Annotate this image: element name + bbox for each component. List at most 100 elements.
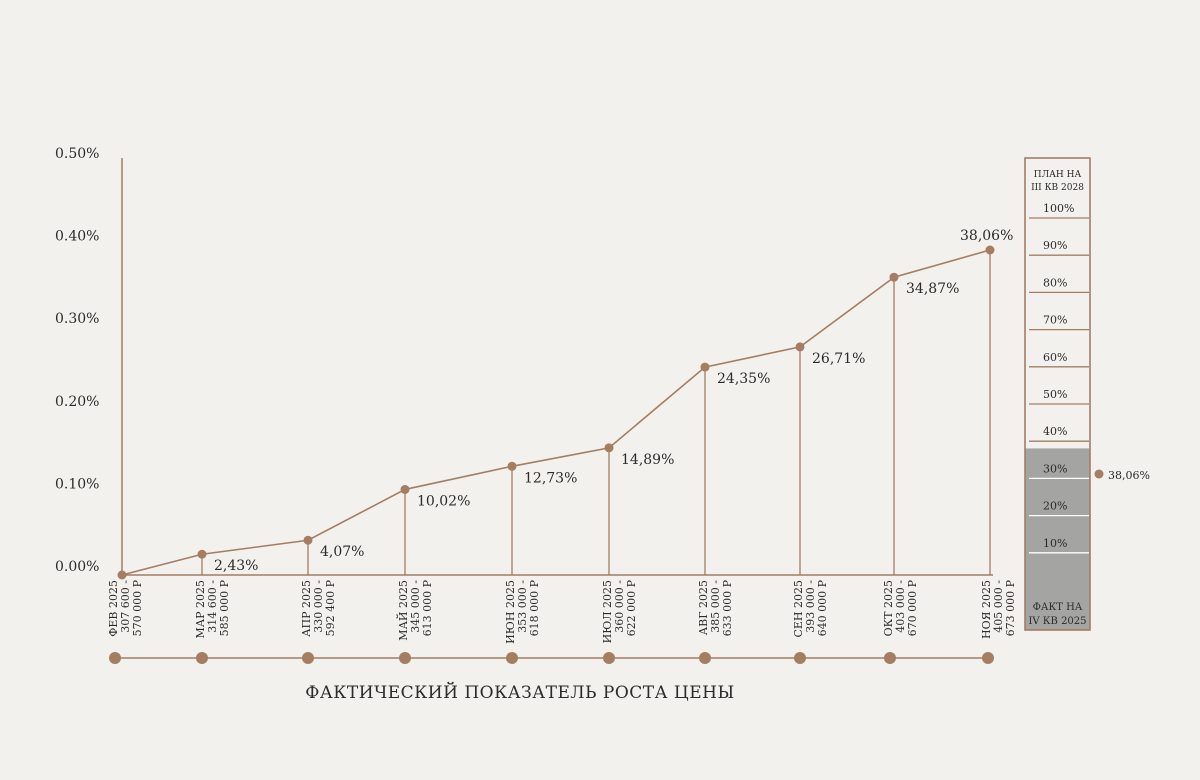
- timeline-dot: [794, 652, 806, 664]
- y-tick-label: 0.40%: [55, 229, 99, 245]
- x-category-range2: 570 000 Р: [131, 579, 144, 636]
- gauge-tick-label: 40%: [1043, 425, 1067, 438]
- gauge-panel: ПЛАН НА III КВ 2028 100% 90% 80% 70% 60% 50% 40%…: [1024, 157, 1150, 631]
- x-category-month: СЕН 2025: [792, 580, 805, 638]
- x-category: ОКТ 2025 403 000 -670 000 Р: [882, 579, 919, 636]
- x-category-range2: 618 000 Р: [528, 579, 541, 636]
- x-category-month: ФЕВ 2025: [107, 580, 120, 637]
- timeline-dot: [603, 652, 615, 664]
- gauge-tick-label: 70%: [1043, 314, 1067, 327]
- gauge-tick-label: 100%: [1043, 202, 1074, 215]
- x-category-range2: 622 000 Р: [625, 579, 638, 636]
- x-category: НОЯ 2025 405 000 -673 000 Р: [980, 579, 1017, 639]
- x-category-range2: 673 000 Р: [1004, 579, 1017, 636]
- x-category: ФЕВ 2025 307 600 -570 000 Р: [107, 579, 144, 636]
- x-category-labels: ФЕВ 2025 307 600 -570 000 Р МАР 2025 314 60…: [107, 579, 1017, 643]
- x-category-range2: 613 000 Р: [421, 579, 434, 636]
- data-point: [303, 535, 313, 545]
- gauge-value-label: 38,06%: [1108, 469, 1150, 482]
- gauge-tick-label: 30%: [1043, 462, 1067, 475]
- data-point: [604, 443, 614, 453]
- timeline: [109, 652, 994, 664]
- x-category-range: 385 000 -: [709, 580, 722, 633]
- data-label: 2,43%: [214, 558, 258, 574]
- gauge-tick-label: 60%: [1043, 351, 1067, 364]
- series-line: [121, 249, 991, 576]
- x-category-range: 360 000 -: [613, 580, 626, 633]
- x-category-range2: 640 000 Р: [816, 579, 829, 636]
- gauge-tick-label: 50%: [1043, 388, 1067, 401]
- timeline-dot: [109, 652, 121, 664]
- x-category: ИЮЛ 2025 360 000 -622 000 Р: [601, 579, 638, 643]
- timeline-dot: [699, 652, 711, 664]
- data-point: [117, 570, 127, 580]
- series-polyline: [121, 249, 991, 576]
- gauge-tick-label: 10%: [1043, 537, 1067, 550]
- data-label: 38,06%: [960, 228, 1013, 244]
- timeline-dot: [302, 652, 314, 664]
- x-category: АВГ 2025 385 000 -633 000 Р: [697, 579, 734, 636]
- x-category-month: МАЙ 2025: [396, 580, 410, 641]
- data-point: [700, 362, 710, 372]
- timeline-dot: [982, 652, 994, 664]
- gauge-bottom-label: ФАКТ НА: [1033, 602, 1083, 613]
- gauge-value-dot: [1094, 469, 1104, 479]
- x-category-range: 314 600 -: [206, 580, 219, 633]
- x-category-range: 345 000 -: [409, 580, 422, 633]
- y-tick-label: 0.50%: [55, 146, 99, 162]
- timeline-dot: [399, 652, 411, 664]
- x-category: СЕН 2025 393 000 -640 000 Р: [792, 579, 829, 637]
- x-category-range: 330 000 -: [312, 580, 325, 633]
- x-category-range2: 670 000 Р: [906, 579, 919, 636]
- timeline-dot: [506, 652, 518, 664]
- timeline-dot: [196, 652, 208, 664]
- data-label: 14,89%: [621, 452, 674, 468]
- data-points: [117, 245, 995, 580]
- data-point: [889, 272, 899, 282]
- gauge-tick-label: 20%: [1043, 500, 1067, 513]
- data-point: [795, 342, 805, 352]
- x-category-month: АВГ 2025: [697, 580, 710, 635]
- x-category-range2: 592 400 Р: [324, 579, 337, 636]
- x-category-month: МАР 2025: [194, 580, 207, 639]
- gauge-top-label: ПЛАН НА: [1034, 170, 1082, 180]
- data-point: [400, 484, 410, 494]
- data-label: 24,35%: [717, 371, 770, 387]
- x-category-month: ИЮЛ 2025: [601, 580, 614, 643]
- timeline-dot: [884, 652, 896, 664]
- x-category: МАР 2025 314 600 -585 000 Р: [194, 579, 231, 638]
- data-label: 34,87%: [906, 281, 959, 297]
- x-category-month: НОЯ 2025: [980, 580, 993, 639]
- data-point: [197, 549, 207, 559]
- gauge-top-label: III КВ 2028: [1031, 183, 1084, 193]
- x-category-month: ИЮН 2025: [504, 580, 517, 644]
- data-label: 26,71%: [812, 351, 865, 367]
- y-tick-label: 0.00%: [55, 559, 99, 575]
- data-point: [985, 245, 995, 255]
- y-tick-label: 0.30%: [55, 311, 99, 327]
- gauge-tick-label: 80%: [1043, 276, 1067, 289]
- x-category-range: 353 000 -: [516, 580, 529, 633]
- x-category-month: АПР 2025: [300, 580, 313, 637]
- chart-title: ФАКТИЧЕСКИЙ ПОКАЗАТЕЛЬ РОСТА ЦЕНЫ: [305, 682, 734, 703]
- data-label: 12,73%: [524, 470, 577, 486]
- data-label: 4,07%: [320, 544, 364, 560]
- x-category-range2: 633 000 Р: [721, 579, 734, 636]
- x-category-month: ОКТ 2025: [882, 580, 895, 636]
- data-point: [507, 461, 517, 471]
- x-category-range: 403 000 -: [894, 580, 907, 633]
- y-tick-label: 0.10%: [55, 476, 99, 492]
- x-category: ИЮН 2025 353 000 -618 000 Р: [504, 579, 541, 643]
- x-category-range2: 585 000 Р: [218, 579, 231, 636]
- gauge-tick-label: 90%: [1043, 239, 1067, 252]
- x-category-range: 307 600 -: [119, 580, 132, 633]
- x-category: МАЙ 2025 345 000 -613 000 Р: [396, 579, 434, 640]
- gauge-bottom-label: IV КВ 2025: [1028, 616, 1086, 627]
- x-category: АПР 2025 330 000 -592 400 Р: [300, 579, 337, 636]
- x-category-range: 393 000 -: [804, 580, 817, 633]
- data-labels: 2,43% 4,07% 10,02% 12,73% 14,89% 24,35% 26,71%…: [214, 228, 1013, 574]
- y-tick-label: 0.20%: [55, 394, 99, 410]
- data-label: 10,02%: [417, 493, 470, 509]
- gauge-frame: [1024, 157, 1091, 631]
